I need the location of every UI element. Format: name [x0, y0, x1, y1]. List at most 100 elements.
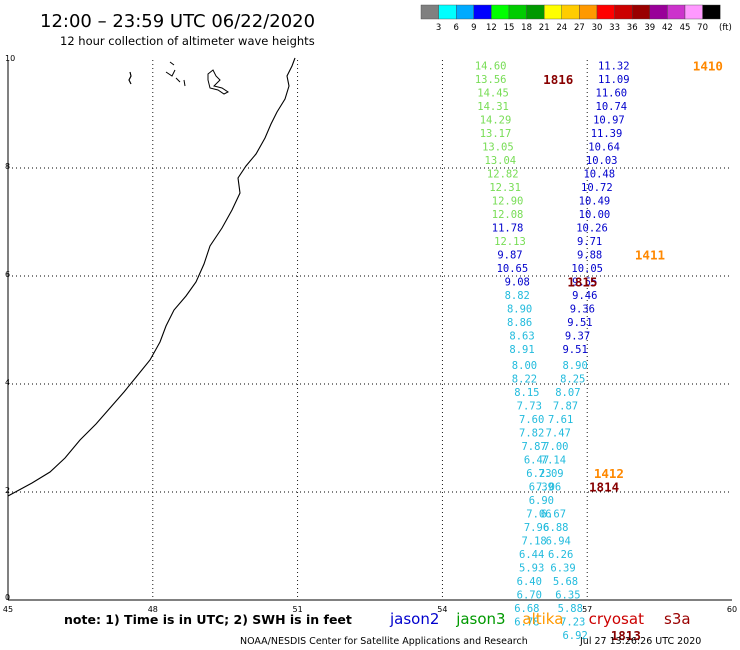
swh-value-right-track: 6.67 — [541, 509, 566, 521]
color-scale-label: 6 — [453, 23, 458, 33]
swh-value-left-track: 7.73 — [517, 401, 542, 413]
mission-legend: jason2 jason3 altika cryosat s3a — [389, 610, 691, 628]
mission-jason3-label: jason3 — [455, 610, 505, 628]
latitude-tick-label: 8 — [5, 162, 10, 171]
footer-note: note: 1) Time is in UTC; 2) SWH is in fe… — [64, 612, 352, 627]
color-scale-swatch — [561, 4, 580, 20]
swh-value-left-track: 6.47 — [524, 455, 549, 467]
swh-value-right-track: 9.51 — [567, 317, 592, 329]
swh-value-left-track: 7.96 — [524, 522, 549, 534]
coastline — [7, 57, 296, 497]
mission-jason2-label: jason2 — [389, 610, 439, 628]
map-frame — [7, 60, 732, 601]
swh-value-left-track: 8.15 — [514, 387, 539, 399]
swh-value-right-track: 8.90 — [562, 360, 587, 372]
swh-value-right-track: 10.05 — [571, 263, 603, 275]
swh-value-left-track: 13.04 — [485, 155, 517, 167]
longitude-tick-label: 48 — [148, 605, 158, 614]
pass-number-label: 1813 — [611, 628, 641, 643]
color-scale-label: 12 — [486, 23, 497, 33]
latitude-tick-label: 2 — [5, 486, 10, 495]
swh-value-left-track: 6.78 — [514, 617, 539, 629]
swh-value-left-track: 5.93 — [519, 563, 544, 575]
color-scale-swatch — [649, 4, 668, 20]
color-scale-label: 18 — [521, 23, 532, 33]
color-scale-label: 33 — [609, 23, 620, 33]
swh-value-right-track: 9.55 — [572, 276, 597, 288]
swh-value-right-track: 10.48 — [583, 168, 615, 180]
swh-value-right-track: 10.74 — [596, 101, 628, 113]
color-scale-label: 39 — [644, 23, 655, 33]
swh-value-right-track: 10.26 — [576, 222, 608, 234]
swh-value-right-track: 9.46 — [572, 290, 597, 302]
swh-value-left-track: 8.00 — [512, 360, 537, 372]
swh-value-right-track: 7.47 — [546, 428, 571, 440]
swh-value-left-track: 14.60 — [475, 60, 507, 72]
color-scale-swatch — [544, 4, 563, 20]
color-scale-label: 36 — [627, 23, 638, 33]
map-subtitle: 12 hour collection of altimeter wave hei… — [60, 34, 315, 48]
color-scale-label: 70 — [697, 23, 708, 33]
swh-value-right-track: 10.49 — [579, 195, 611, 207]
map-title: 12:00 – 23:59 UTC 06/22/2020 — [40, 11, 315, 32]
swh-value-right-track: 9.36 — [570, 303, 595, 315]
swh-value-right-track: 9.88 — [577, 249, 602, 261]
pass-number-label: 1411 — [635, 247, 665, 262]
color-scale-label: 27 — [574, 23, 585, 33]
color-scale-swatch — [456, 4, 475, 20]
swh-value-left-track: 6.90 — [529, 495, 554, 507]
swh-value-left-track: 7.18 — [521, 536, 546, 548]
swh-value-right-track: 6.35 — [555, 590, 580, 602]
swh-value-right-track: 7.23 — [560, 617, 585, 629]
color-scale-label: 45 — [680, 23, 691, 33]
swh-value-right-track: 11.39 — [591, 128, 623, 140]
swh-value-right-track: 7.06 — [536, 482, 561, 494]
latitude-axis: 0 2 4 6 8 10 — [5, 54, 15, 602]
mission-s3a-label: s3a — [664, 610, 691, 628]
color-scale-unit: (ft) — [719, 23, 732, 33]
pass-number-label: 1815 — [567, 274, 597, 289]
swh-value-right-track: 7.09 — [538, 468, 563, 480]
swh-value-left-track: 13.05 — [482, 141, 514, 153]
footer-timestamp: Jul 27 13:26:26 UTC 2020 — [579, 636, 701, 647]
swh-value-left-track: 7.82 — [519, 428, 544, 440]
color-scale-label: 21 — [539, 23, 550, 33]
swh-value-left-track: 6.40 — [517, 576, 542, 588]
color-scale-swatch — [438, 4, 457, 20]
swh-value-right-track: 6.88 — [543, 522, 568, 534]
footer-credit: NOAA/NESDIS Center for Satellite Applica… — [240, 636, 528, 647]
pass-number-label: 1816 — [543, 72, 573, 87]
swh-value-left-track: 11.78 — [492, 222, 524, 234]
swh-value-left-track: 8.82 — [505, 290, 530, 302]
swh-value-left-track: 9.87 — [497, 249, 522, 261]
longitude-tick-label: 60 — [727, 605, 737, 614]
swh-value-left-track: 12.13 — [494, 236, 526, 248]
swh-value-right-track: 7.61 — [548, 414, 573, 426]
swh-value-left-track: 13.56 — [475, 74, 507, 86]
swh-value-left-track: 10.65 — [497, 263, 529, 275]
swh-value-left-track: 6.23 — [526, 468, 551, 480]
color-scale-swatch — [667, 4, 686, 20]
swh-value-right-track: 11.32 — [598, 60, 630, 72]
color-scale-label: 9 — [471, 23, 476, 33]
swh-value-right-track: 9.71 — [577, 236, 602, 248]
color-scale-swatch — [579, 4, 598, 20]
color-scale-swatch — [596, 4, 615, 20]
swh-value-right-track: 10.72 — [581, 182, 613, 194]
swh-value-right-track: 7.14 — [541, 455, 566, 467]
longitude-tick-label: 54 — [437, 605, 447, 614]
swh-value-left-track: 8.91 — [509, 344, 534, 356]
latitude-tick-label: 6 — [5, 270, 10, 279]
color-scale-label: 24 — [556, 23, 567, 33]
swh-value-right-track: 6.26 — [548, 549, 573, 561]
swh-value-left-track: 14.29 — [480, 114, 512, 126]
pass-number-label: 1412 — [594, 466, 624, 481]
color-scale-label: 3 — [436, 23, 441, 33]
swh-value-left-track: 6.44 — [519, 549, 544, 561]
latitude-tick-label: 0 — [5, 593, 10, 602]
longitude-tick-label: 57 — [582, 605, 592, 614]
pass-number-label: 1814 — [589, 480, 619, 495]
